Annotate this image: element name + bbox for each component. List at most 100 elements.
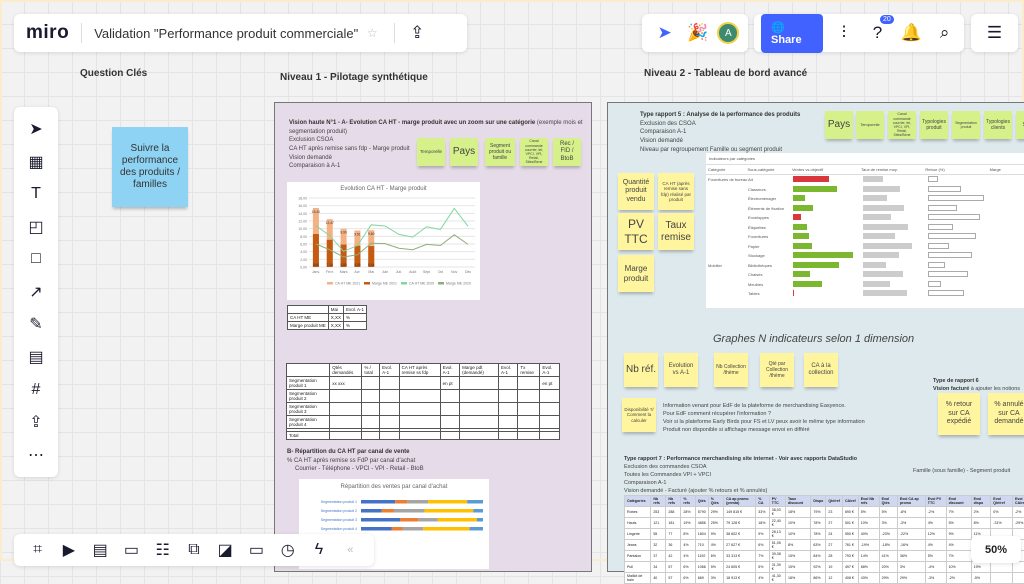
sticky-note[interactable]: Quantité produit vendu [618, 173, 654, 210]
table-cell: 37 [651, 551, 666, 562]
legend-swatch [438, 282, 444, 285]
bell-icon[interactable]: 🔔 [899, 19, 924, 47]
sticky-note[interactable]: Seg cli [1016, 111, 1024, 139]
sales-bar-cell [793, 205, 863, 212]
zoom-level[interactable]: 50% [971, 536, 1021, 563]
table-cell: 19% [971, 562, 991, 573]
column-header: Taux de remise moy. [861, 167, 925, 172]
sticky-note[interactable]: Taux remise [658, 213, 694, 250]
more-icon[interactable]: ⋯ [20, 439, 52, 471]
card-icon[interactable]: ▭ [116, 534, 147, 566]
help-icon[interactable]: ?20 [865, 19, 890, 47]
stack-segment [361, 509, 382, 513]
sticky-note[interactable]: Temporelle [856, 111, 884, 139]
template-icon[interactable]: ▦ [20, 146, 52, 178]
text-icon[interactable]: T [20, 178, 52, 210]
sticky-note[interactable]: Canal commande courrier, tel, VPCI, VPI,… [520, 138, 548, 166]
table-cell: 1192 [695, 551, 708, 562]
sticky-note[interactable]: Nb réf. [624, 353, 658, 387]
table-cell [991, 562, 1013, 573]
stack-segment [382, 509, 394, 513]
embed-icon[interactable]: ◪ [210, 534, 241, 566]
return-bar [928, 243, 949, 249]
miro-logo[interactable]: miro [26, 22, 69, 44]
sticky-note[interactable]: % annulé sur CA demandé [988, 393, 1024, 435]
share-screen-icon[interactable]: ⧉ [178, 534, 209, 566]
sticky-note[interactable]: Segment produit ou famille [485, 138, 515, 166]
table-cell: -5% [971, 573, 991, 584]
sticky-note[interactable]: PV TTC [618, 213, 654, 250]
return-bar-cell [928, 252, 993, 259]
star-icon[interactable]: ☆ [358, 19, 386, 47]
sticky-note[interactable]: Pays [825, 111, 853, 139]
sticky-note[interactable]: Nb Collection /thème [714, 353, 748, 387]
sticky-note[interactable]: Typologies clients [984, 111, 1012, 139]
table-cell: % [344, 322, 367, 330]
frame-niveau2[interactable]: Type rapport 5 : Analyse de la performan… [607, 102, 1024, 572]
notes-icon[interactable]: ☰ [981, 19, 1009, 47]
upload-icon[interactable]: ⇪ [403, 19, 431, 47]
select-icon[interactable]: ➤ [20, 113, 52, 145]
y-tick-label: 12,00 [298, 220, 307, 224]
sticky-note[interactable]: Pays [450, 138, 478, 166]
sticky-note[interactable]: Rec / FID / BtoB [553, 138, 581, 166]
list-icon[interactable]: ☷ [147, 534, 178, 566]
text-line: Information venant pour EdF de la platef… [663, 403, 865, 411]
shape-icon[interactable]: □ [20, 243, 52, 275]
sticky-note[interactable]: Marge produit [618, 255, 654, 292]
sticky-question[interactable]: Suivre la performance des produits / fam… [112, 127, 188, 207]
evolution-chart-svg: 0,002,004,006,008,0010,0012,0014,0016,00… [287, 192, 480, 296]
column-header: Retour (%) [925, 167, 989, 172]
video-icon[interactable]: ▭ [241, 534, 272, 566]
y-tick-label: 0,00 [300, 266, 307, 270]
sticky-note[interactable]: Segmentation produit [952, 111, 980, 139]
frames-icon[interactable]: ⌗ [22, 534, 53, 566]
sticky-note-icon[interactable]: ◰ [20, 211, 52, 243]
sticky-note[interactable]: Temporelle [417, 138, 445, 166]
y-tick-label: 14,00 [298, 212, 307, 216]
discount-bar-cell [863, 252, 928, 259]
sticky-note[interactable]: Evolution vs A-1 [664, 353, 698, 387]
column-header: CA HT après remise ss fdp [399, 364, 440, 377]
column-header: Evol Qté/ref [991, 496, 1013, 507]
search-icon[interactable]: ⌕ [932, 19, 957, 47]
table-cell: -18% [879, 540, 897, 551]
share-button[interactable]: 🌐 Share [761, 14, 823, 53]
board-title[interactable]: Validation "Performance produit commerci… [94, 26, 358, 41]
frame-icon[interactable]: # [20, 374, 52, 406]
reactions-cursor-icon[interactable]: ➤ [651, 19, 679, 47]
comments-icon[interactable]: ▤ [85, 534, 116, 566]
lightning-icon[interactable]: ϟ [303, 534, 334, 566]
discount-bar [863, 271, 903, 277]
settings-sliders-icon[interactable]: ⫶ [832, 19, 857, 47]
avatar[interactable]: A [717, 22, 739, 44]
return-bar-cell [928, 290, 993, 297]
sticky-note[interactable]: CA à la collection [804, 353, 838, 387]
comment-icon[interactable]: ▤ [20, 341, 52, 373]
table-cell [380, 416, 399, 429]
sticky-note[interactable]: % retour sur CA expédié [938, 393, 980, 435]
table-cell: 42 [666, 551, 681, 562]
presentation-icon[interactable]: ▶ [53, 534, 84, 566]
timer-icon[interactable]: ◷ [272, 534, 303, 566]
upload-icon[interactable]: ⇪ [20, 406, 52, 438]
pen-icon[interactable]: ✎ [20, 308, 52, 340]
sticky-note[interactable]: CA HT (après remise sans fdp) réalisé pa… [658, 173, 694, 210]
sticky-note[interactable]: Qté par Collection /thème [760, 353, 794, 387]
arrow-icon[interactable]: ↗ [20, 276, 52, 308]
discount-bar-cell [863, 262, 928, 269]
celebrate-icon[interactable]: 🎉 [684, 19, 712, 47]
column-header: Tx remise [518, 364, 540, 377]
frame-niveau1[interactable]: Vision haute N°1 - A- Evolution CA HT - … [274, 102, 592, 572]
sticky-note[interactable]: Typologies produit [920, 111, 948, 139]
sticky-note[interactable]: Canal commande courrier, tel, VPCI, VPI,… [888, 111, 916, 139]
sticky-disponibilite[interactable]: Disponibilité ?/ Comment la calculer [622, 398, 656, 432]
column-header: CA/ref [842, 496, 858, 507]
column-header: Mai [328, 306, 343, 314]
table-cell: 3% [879, 518, 897, 529]
subcategory: Étiquettes [748, 225, 793, 230]
collapse-icon[interactable]: « [335, 534, 366, 566]
